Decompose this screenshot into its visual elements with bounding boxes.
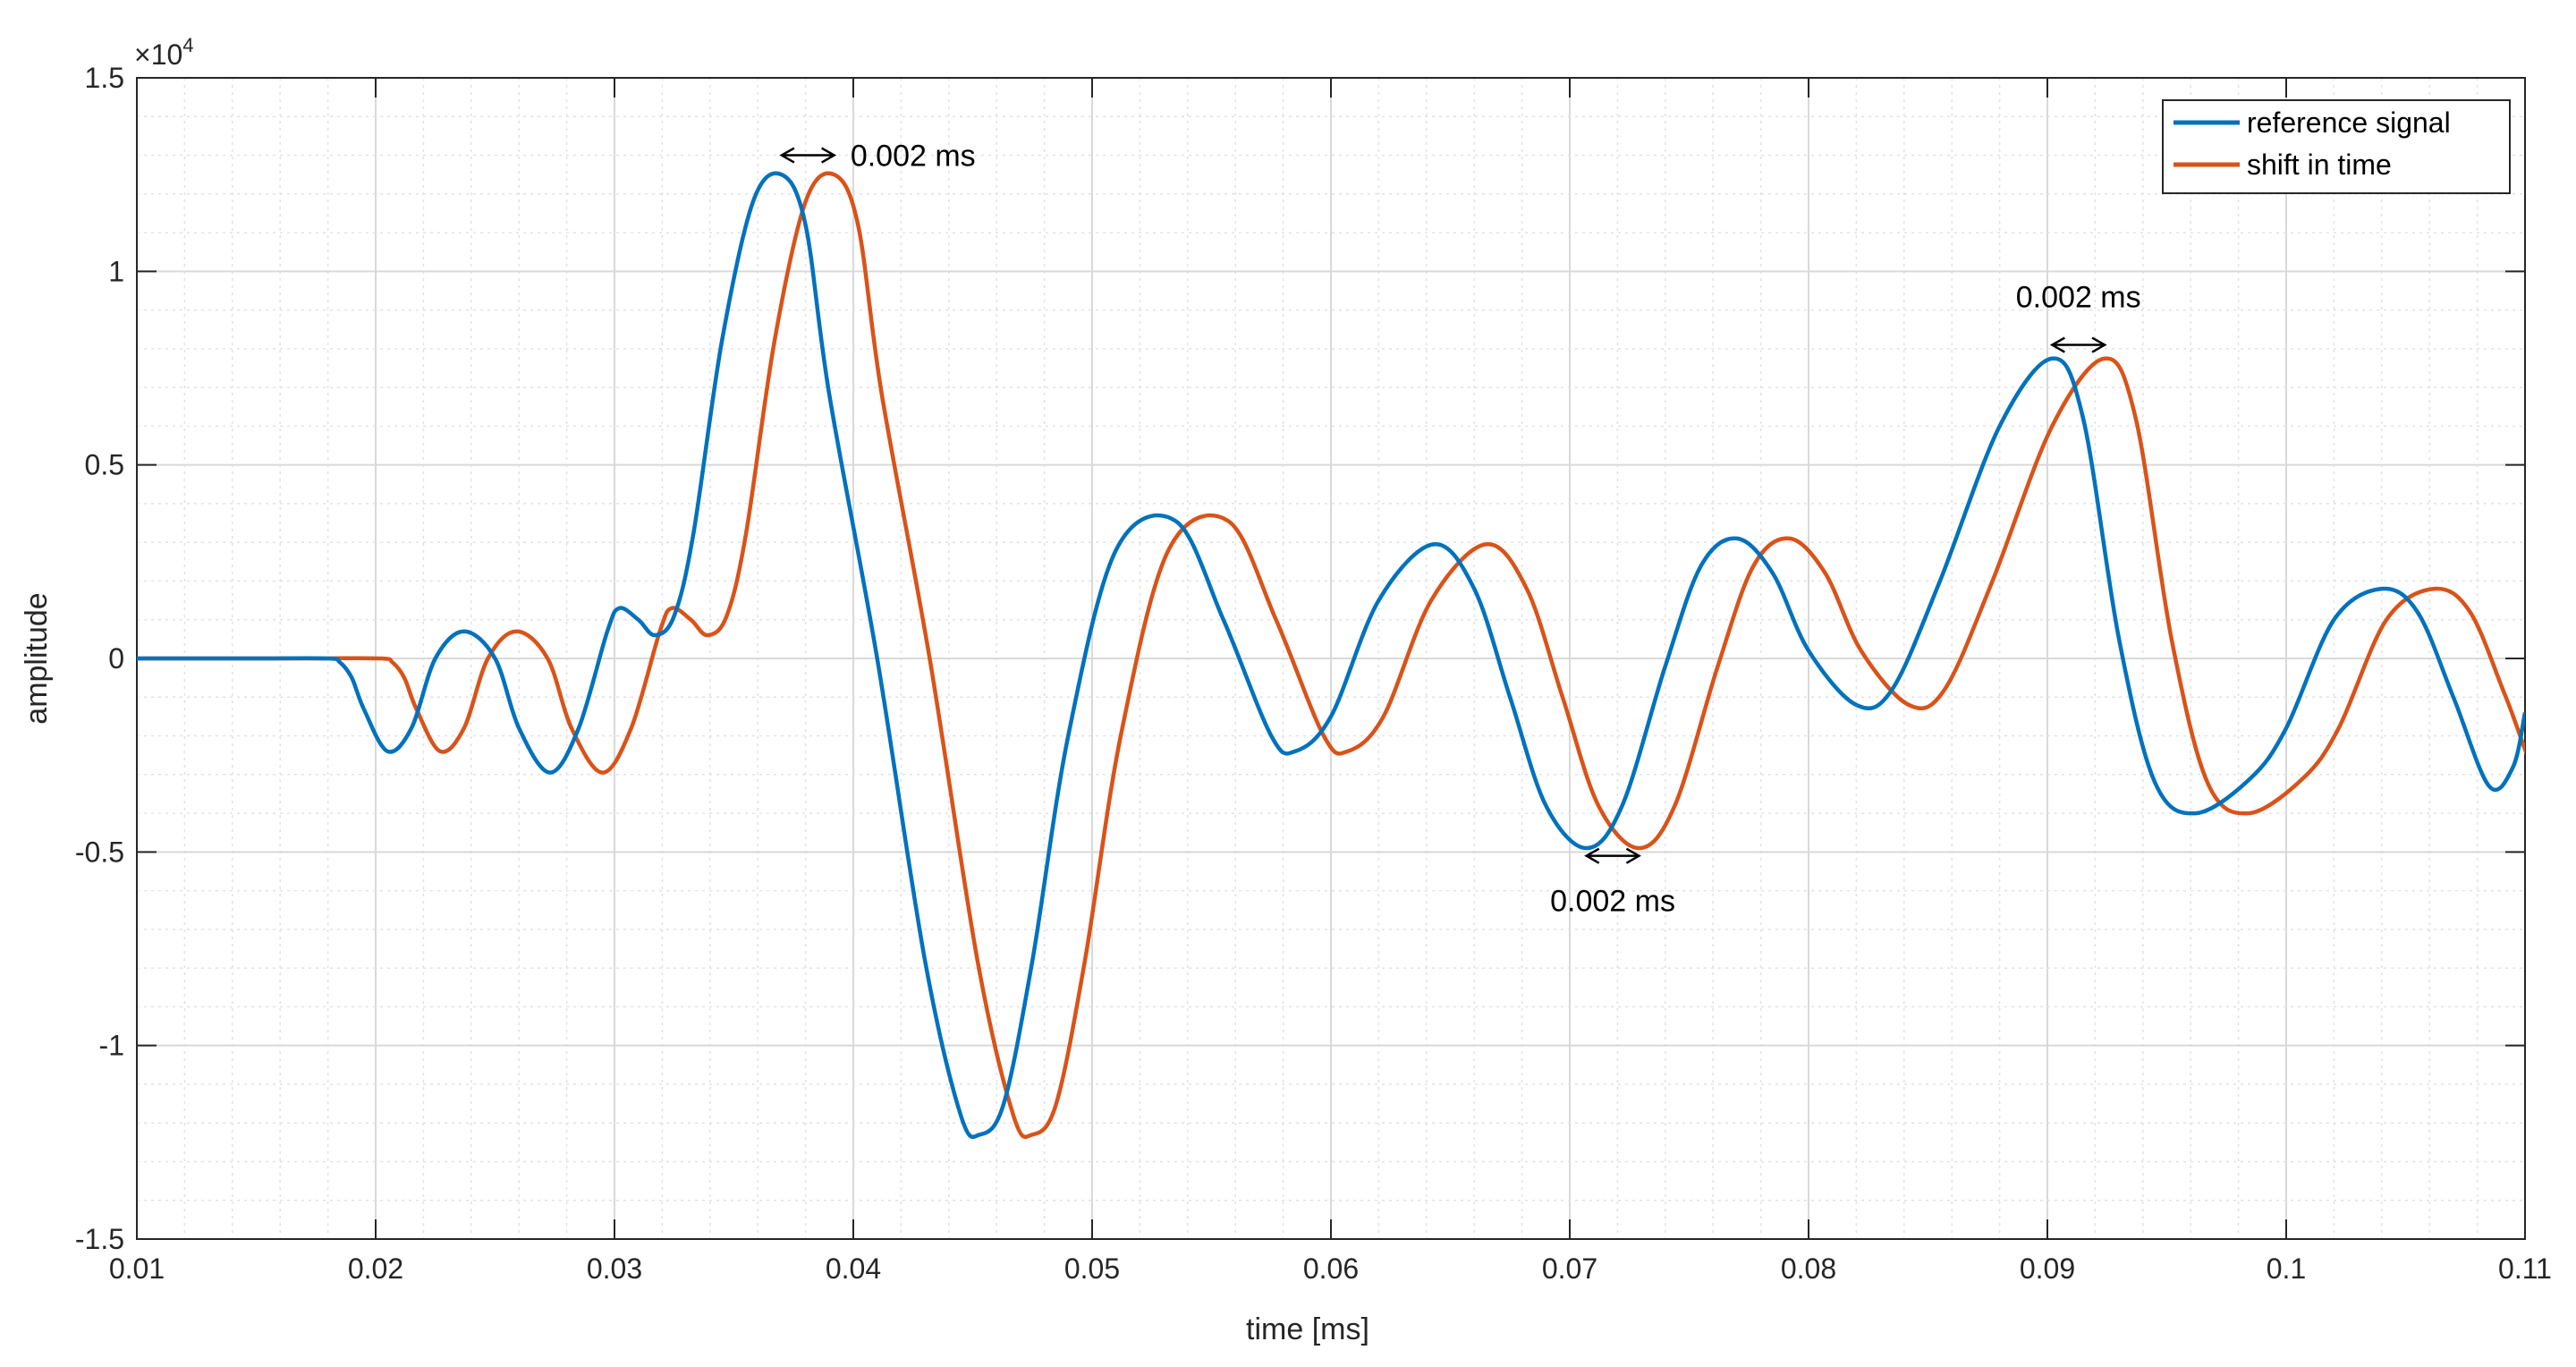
- y-exponent-base: ×10: [134, 38, 182, 71]
- legend-box: [2162, 99, 2511, 194]
- x-tick-label: 0.04: [826, 1252, 881, 1285]
- y-tick-label: 1: [108, 255, 124, 287]
- x-tick-label: 0.06: [1303, 1252, 1359, 1285]
- annotation-arrowhead-left: [779, 147, 795, 164]
- axis-ticks: 0.01 0.02 0.03 0.04 0.05 0.06 0.07 0.08 0.09 0.1 0…: [75, 62, 2552, 1285]
- x-tick-label: 0.11: [2498, 1252, 2552, 1285]
- y-tick-label: 1.5: [85, 62, 124, 94]
- x-tick-label: 0.08: [1781, 1252, 1836, 1285]
- x-axis-title: time [ms]: [1246, 1312, 1369, 1346]
- x-tick-label: 0.07: [1542, 1252, 1597, 1285]
- x-tick-label: 0.02: [348, 1252, 403, 1285]
- legend: reference signal shift in time: [2162, 99, 2511, 194]
- annotation-label: 0.002 ms: [1550, 884, 1675, 918]
- annotation-label: 0.002 ms: [2016, 280, 2141, 314]
- legend-label-reference: reference signal: [2247, 106, 2451, 139]
- annotation-arrowhead-right: [1625, 847, 1641, 864]
- series-line-shift-in-time: [137, 171, 2525, 1140]
- series-lines: [137, 171, 2525, 1140]
- x-tick-label: 0.01: [109, 1252, 165, 1285]
- annotation-arrowhead-left: [2049, 336, 2065, 353]
- x-tick-label: 0.03: [587, 1252, 642, 1285]
- x-tick-label: 0.09: [2020, 1252, 2075, 1285]
- annotation-arrowhead-right: [2091, 336, 2107, 353]
- y-axis-exponent: ×104: [134, 34, 194, 71]
- y-tick-label: -1.5: [75, 1223, 124, 1255]
- annotation-label: 0.002 ms: [851, 140, 976, 174]
- x-tick-label: 0.05: [1064, 1252, 1120, 1285]
- annotation-arrowhead-left: [1584, 847, 1600, 864]
- y-exponent-power: 4: [182, 34, 193, 56]
- annotations: 0.002 ms 0.002 ms 0.002 ms: [779, 140, 2141, 918]
- y-axis-title: amplitude: [20, 592, 54, 724]
- y-tick-label: -1: [99, 1030, 124, 1062]
- grid: [137, 78, 2525, 1239]
- series-line-reference-signal: [137, 171, 2525, 1140]
- x-tick-label: 0.1: [2267, 1252, 2306, 1285]
- annotation-arrowhead-right: [821, 147, 837, 164]
- y-tick-label: -0.5: [75, 836, 124, 868]
- y-tick-label: 0: [108, 642, 124, 675]
- legend-label-shifted: shift in time: [2247, 149, 2392, 181]
- y-tick-label: 0.5: [85, 449, 124, 481]
